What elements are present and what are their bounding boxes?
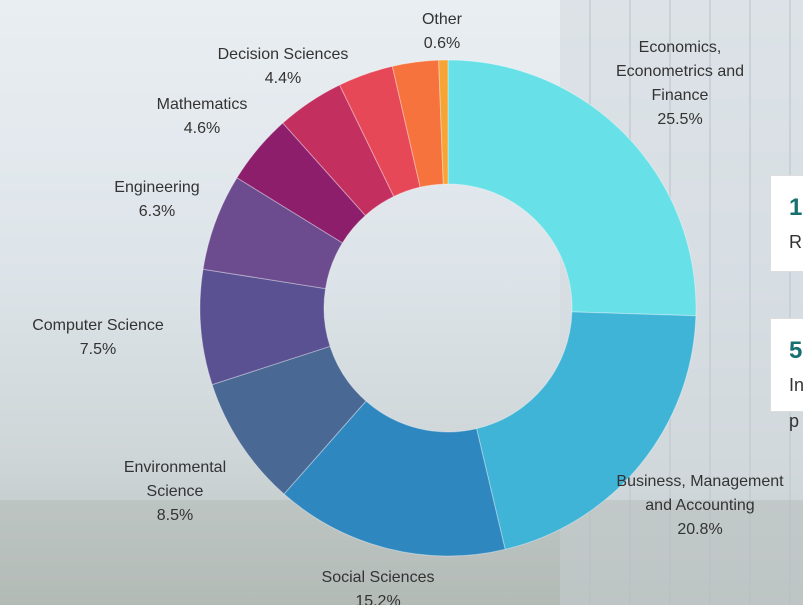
segment-label: Computer Science 7.5% <box>3 314 193 362</box>
stat-card: 5 In p <box>770 318 803 431</box>
category-name: Environmental Science <box>123 459 227 500</box>
category-name: Computer Science <box>32 317 164 334</box>
card-text: In <box>789 375 803 395</box>
donut-segment <box>475 311 697 550</box>
donut-segment <box>236 122 367 244</box>
segment-label: Decision Sciences 4.4% <box>188 43 378 91</box>
value-label: 20.8% <box>677 521 723 538</box>
value-label: 4.6% <box>183 120 221 137</box>
value-label: 8.5% <box>156 507 194 524</box>
value-label: 4.4% <box>264 70 302 87</box>
card-number: 1 <box>789 194 803 221</box>
category-name: Engineering <box>114 179 200 196</box>
segment-label: Engineering 6.3% <box>62 176 252 224</box>
value-label: 15.2% <box>355 593 401 605</box>
category-name: Business, Management and Accounting <box>616 473 784 514</box>
donut-segment <box>447 59 697 317</box>
donut-segment <box>202 177 344 290</box>
category-name: Decision Sciences <box>217 46 349 63</box>
segment-label: Economics, Econometrics and Finance 25.5% <box>600 36 760 132</box>
category-name: Other <box>421 11 462 28</box>
segment-label: Mathematics 4.6% <box>107 93 297 141</box>
card-text: p <box>789 411 800 431</box>
donut-segment <box>438 59 449 185</box>
category-name: Economics, Econometrics and Finance <box>615 39 745 104</box>
value-label: 0.6% <box>423 35 461 52</box>
segment-label: Environmental Science 8.5% <box>119 456 231 528</box>
value-label: 6.3% <box>138 203 176 220</box>
category-name: Mathematics <box>156 96 248 113</box>
category-name: Social Sciences <box>321 569 435 586</box>
segment-label: Social Sciences 15.2% <box>283 566 473 605</box>
donut-segment <box>199 268 331 386</box>
donut-segment <box>211 345 367 495</box>
segment-label: Business, Management and Accounting 20.8% <box>610 470 790 542</box>
card-text: R <box>789 232 802 252</box>
donut-segment <box>391 59 444 188</box>
card-number: 5 <box>789 337 803 364</box>
donut-segment <box>283 400 506 557</box>
donut-segment <box>282 84 395 217</box>
value-label: 25.5% <box>657 111 703 128</box>
donut-segment <box>338 65 421 198</box>
value-label: 7.5% <box>79 341 117 358</box>
segment-label: Other 0.6% <box>347 8 537 56</box>
